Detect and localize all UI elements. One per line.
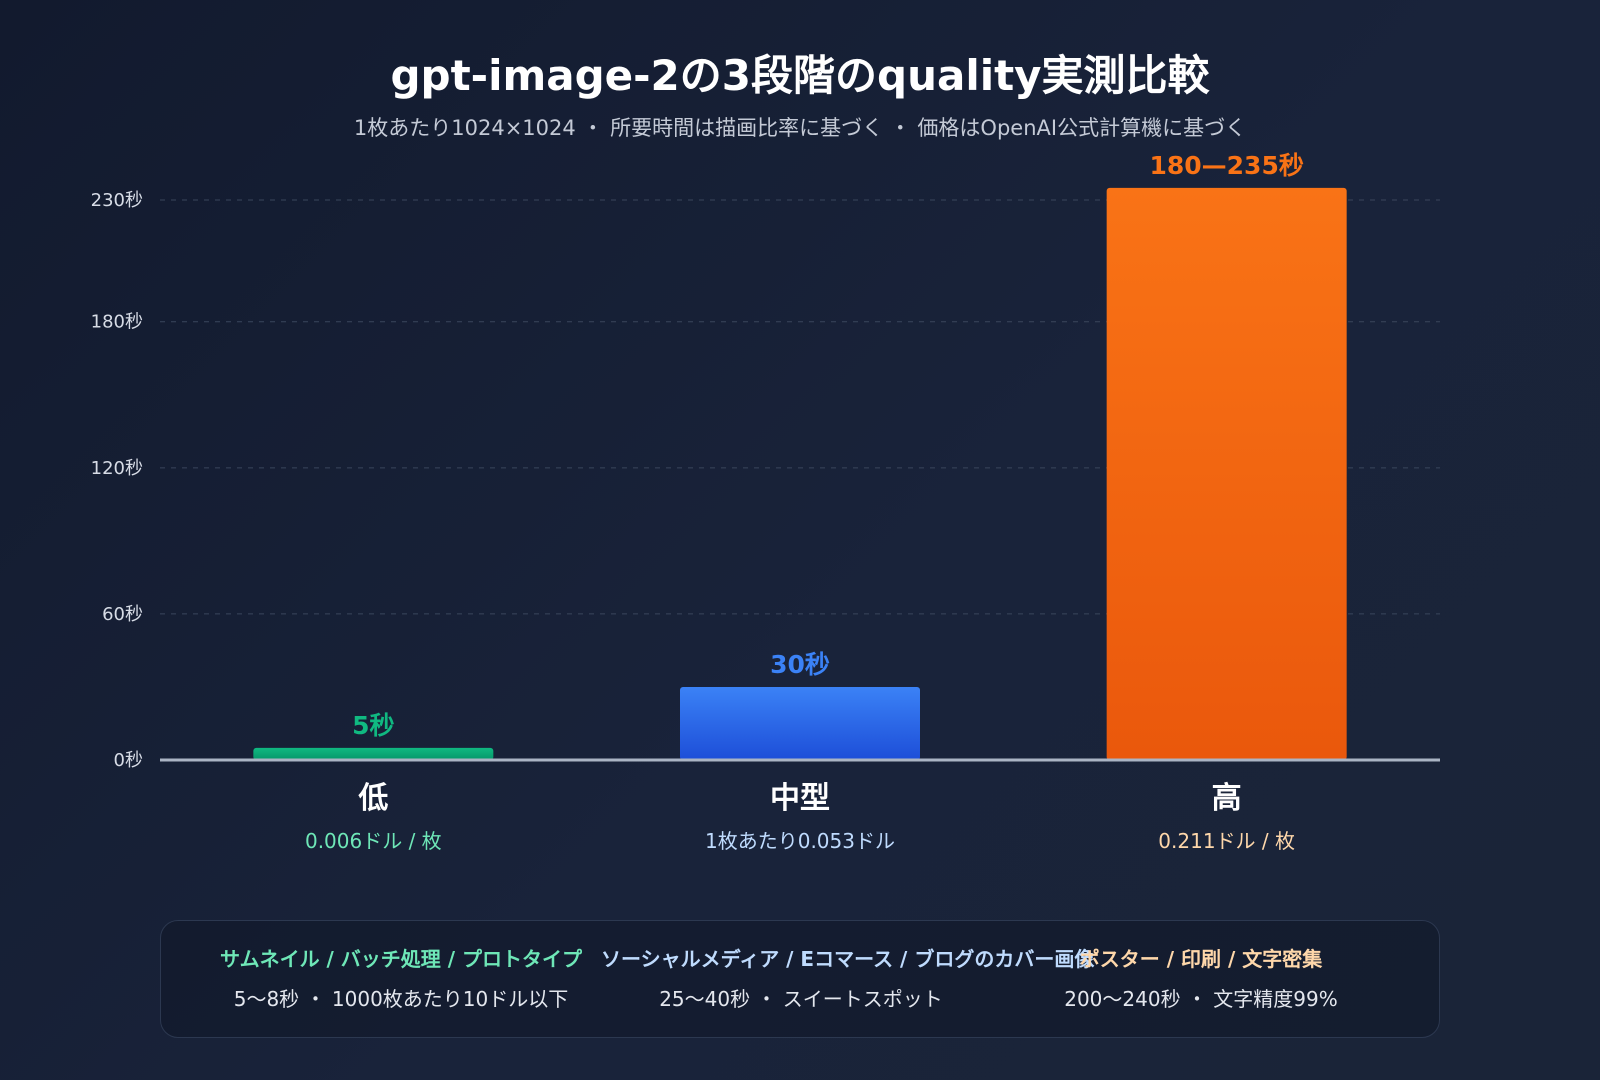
use-case-medium-title: ソーシャルメディア / Eコマース / ブログのカバー画像 (601, 947, 1095, 971)
category-label-low: 低 (357, 781, 388, 816)
use-case-high-desc: 200〜240秒 ・ 文字精度99% (1064, 987, 1338, 1011)
use-case-low-title: サムネイル / バッチ処理 / プロトタイプ (219, 947, 583, 971)
price-label-low: 0.006ドル / 枚 (305, 829, 442, 853)
use-case-high: ポスター / 印刷 / 文字密集 200〜240秒 ・ 文字精度99% (1001, 921, 1401, 1037)
use-case-panel: サムネイル / バッチ処理 / プロトタイプ 5〜8秒 ・ 1000枚あたり10… (160, 920, 1440, 1038)
use-case-low-desc: 5〜8秒 ・ 1000枚あたり10ドル以下 (233, 987, 569, 1011)
use-case-medium-desc: 25〜40秒 ・ スイートスポット (659, 987, 943, 1011)
value-label-medium: 30秒 (770, 650, 830, 679)
use-case-medium: ソーシャルメディア / Eコマース / ブログのカバー画像 25〜40秒 ・ ス… (601, 921, 1095, 1037)
y-tick-label: 0秒 (114, 750, 143, 771)
y-axis-ticks: 0秒 60秒 120秒 180秒 230秒 (91, 190, 143, 771)
value-label-high: 180—235秒 (1149, 151, 1303, 180)
bar-low (253, 747, 494, 760)
value-label-low: 5秒 (352, 711, 394, 740)
y-tick-label: 180秒 (91, 312, 143, 333)
chart-title: gpt-image-2の3段階のquality実測比較 (390, 51, 1210, 100)
y-tick-label: 120秒 (91, 458, 143, 479)
y-tick-label: 230秒 (91, 190, 143, 211)
bar-medium (680, 686, 920, 760)
bar-high (1106, 187, 1347, 761)
use-case-high-title: ポスター / 印刷 / 文字密集 (1079, 947, 1323, 971)
category-label-high: 高 (1212, 781, 1242, 816)
price-label-medium: 1枚あたり0.053ドル (705, 829, 895, 853)
y-tick-label: 60秒 (102, 604, 143, 625)
chart-subtitle: 1枚あたり1024×1024 ・ 所要時間は描画比率に基づく ・ 価格はOpen… (353, 116, 1247, 140)
use-case-low: サムネイル / バッチ処理 / プロトタイプ 5〜8秒 ・ 1000枚あたり10… (201, 921, 601, 1037)
price-label-high: 0.211ドル / 枚 (1158, 829, 1295, 853)
bars (253, 187, 1347, 761)
category-label-medium: 中型 (770, 781, 830, 816)
grid-lines (160, 199, 1440, 615)
